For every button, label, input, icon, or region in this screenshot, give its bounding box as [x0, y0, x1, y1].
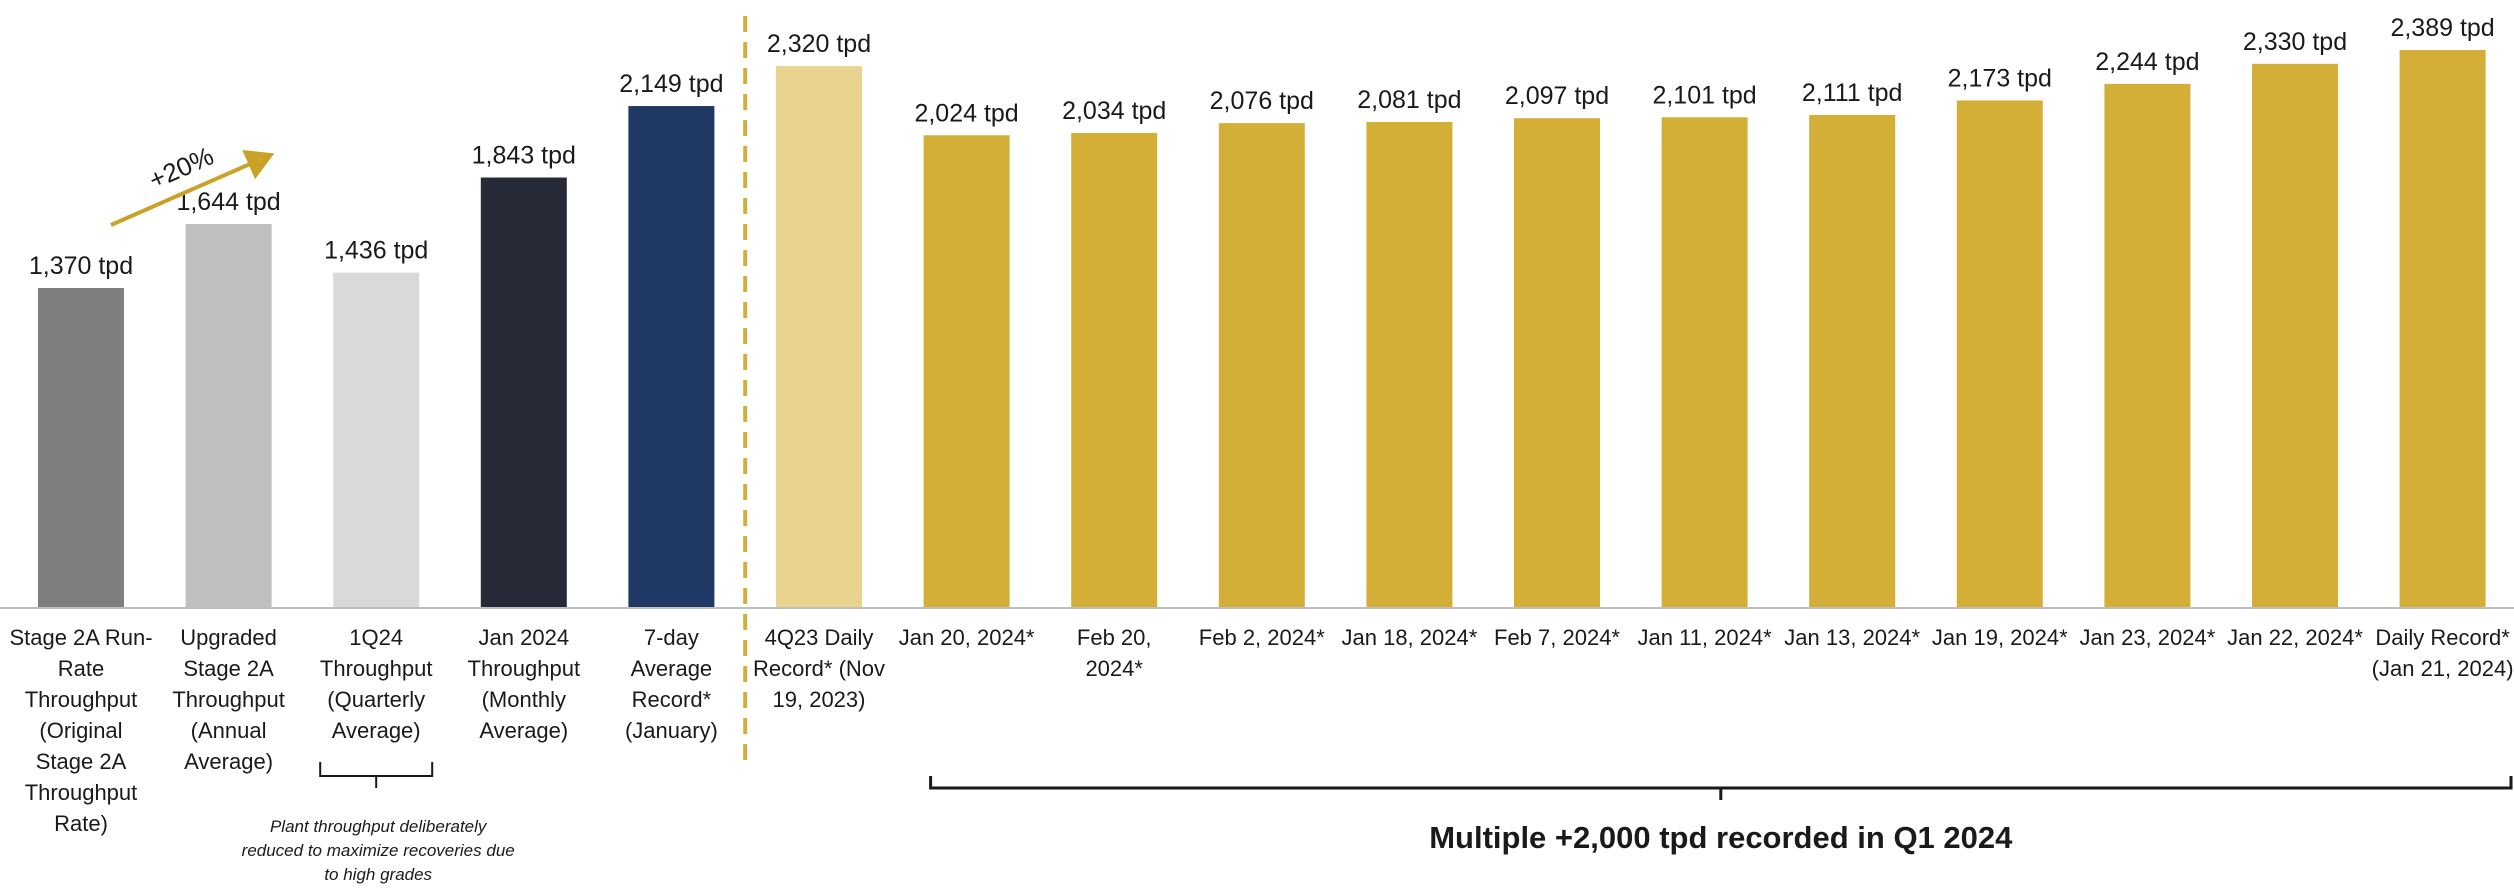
value-label-5: 2,320 tpd: [767, 30, 871, 58]
group-bracket: [929, 776, 2513, 800]
category-label-11: Jan 11, 2024*: [1638, 625, 1773, 650]
bars-layer: [38, 50, 2486, 609]
category-label-15: Jan 22, 2024*: [2227, 625, 2363, 650]
value-label-15: 2,330 tpd: [2243, 28, 2347, 56]
bar-9: [1366, 121, 1453, 608]
note-text: Plant throughput deliberately reduced to …: [242, 817, 515, 884]
value-label-6: 2,024 tpd: [914, 99, 1018, 127]
bar-16: [2399, 50, 2486, 608]
category-label-7: Feb 20, 2024*: [1077, 625, 1152, 681]
bar-0: [38, 288, 124, 608]
category-label-3: Jan 2024 Throughput (Monthly Average): [468, 625, 581, 743]
category-labels-layer: Stage 2A Run-Rate Throughput (Original Stag…: [9, 625, 2513, 836]
category-label-12: Jan 13, 2024*: [1784, 625, 1920, 650]
bar-4: [628, 106, 715, 608]
category-label-6: Jan 20, 2024*: [899, 625, 1035, 650]
group-annotation: Multiple +2,000 tpd recorded in Q1 2024: [929, 776, 2513, 855]
bar-12: [1809, 114, 1896, 608]
category-label-14: Jan 23, 2024*: [2080, 625, 2216, 650]
value-label-14: 2,244 tpd: [2095, 48, 2199, 76]
value-label-7: 2,034 tpd: [1062, 97, 1166, 125]
bar-15: [2252, 63, 2338, 609]
category-label-13: Jan 19, 2024*: [1932, 625, 2068, 650]
category-label-2: 1Q24 Throughput (Quarterly Average): [320, 625, 433, 743]
category-label-16: Daily Record* (Jan 21, 2024): [2372, 625, 2514, 681]
value-label-12: 2,111 tpd: [1802, 79, 1903, 107]
category-label-10: Feb 7, 2024*: [1494, 625, 1620, 650]
value-label-9: 2,081 tpd: [1357, 86, 1461, 114]
category-label-9: Jan 18, 2024*: [1342, 625, 1478, 650]
bar-10: [1514, 118, 1600, 608]
value-label-2: 1,436 tpd: [324, 237, 428, 265]
value-label-16: 2,389 tpd: [2390, 14, 2494, 42]
category-label-8: Feb 2, 2024*: [1199, 625, 1325, 650]
bar-7: [1071, 132, 1158, 608]
bar-2: [333, 272, 420, 608]
value-label-8: 2,076 tpd: [1210, 87, 1314, 115]
value-label-1: 1,644 tpd: [176, 188, 280, 216]
value-labels-layer: 1,370 tpd 1,644 tpd 1,436 tpd 1,843 tpd 2,14…: [29, 14, 2495, 280]
growth-label: +20%: [144, 141, 218, 195]
bar-13: [1956, 100, 2043, 608]
bar-1: [185, 224, 272, 608]
bar-3: [480, 177, 567, 608]
bar-5: [776, 66, 862, 609]
value-label-10: 2,097 tpd: [1505, 82, 1609, 110]
bar-14: [2104, 83, 2191, 608]
category-label-0: Stage 2A Run-Rate Throughput (Original Stag…: [9, 625, 152, 836]
bar-6: [923, 135, 1010, 609]
value-label-13: 2,173 tpd: [1948, 64, 2052, 92]
value-label-3: 1,843 tpd: [472, 142, 576, 170]
category-label-1: Upgraded Stage 2A Throughput (Annual Average…: [172, 625, 285, 774]
value-label-4: 2,149 tpd: [619, 70, 723, 98]
group-title: Multiple +2,000 tpd recorded in Q1 2024: [1429, 820, 2013, 855]
category-label-5: 4Q23 Daily Record* (Nov 19, 2023): [753, 625, 885, 712]
value-label-0: 1,370 tpd: [29, 252, 133, 280]
note-brace: [319, 762, 434, 788]
growth-arrow: [110, 149, 275, 227]
bar-8: [1218, 123, 1305, 608]
value-label-11: 2,101 tpd: [1652, 81, 1756, 109]
bar-11: [1661, 117, 1748, 608]
category-label-4: 7-day Average Record* (January): [625, 625, 718, 743]
quarter-note: Plant throughput deliberately reduced to …: [242, 762, 515, 884]
